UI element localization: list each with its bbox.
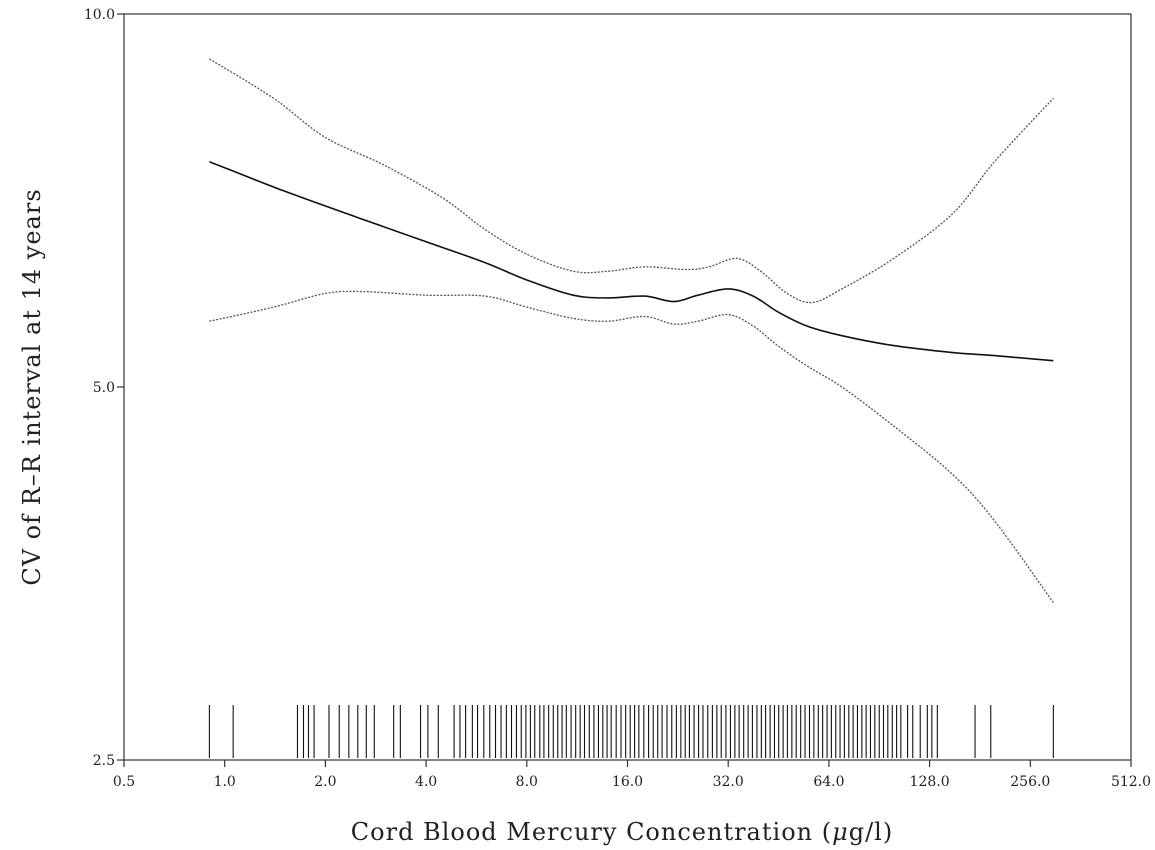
- x-tick-label: 16.0: [612, 774, 643, 790]
- series-lines: [209, 59, 1053, 603]
- x-tick-label: 2.0: [314, 774, 336, 790]
- x-tick-label: 8.0: [516, 774, 538, 790]
- rug-plot: [209, 705, 1053, 758]
- x-axis-title: Cord Blood Mercury Concentration (μg/l): [351, 818, 893, 846]
- y-tick-label: 10.0: [84, 7, 115, 23]
- y-axis-title: CV of R–R interval at 14 years: [18, 188, 46, 585]
- y-tick-label: 5.0: [93, 380, 115, 396]
- x-axis-title-prefix: Cord Blood Mercury Concentration (: [351, 818, 832, 846]
- x-tick-label: 64.0: [813, 774, 844, 790]
- x-tick-label: 128.0: [910, 774, 950, 790]
- series-estimate-line: [209, 162, 1053, 361]
- x-tick-label: 4.0: [415, 774, 437, 790]
- x-axis-ticks: 0.5 1.0 2.0 4.0 8.0 16.0 32.0 64.0 128.0 256.0 512…: [113, 760, 1151, 790]
- x-axis-title-suffix: g/l): [849, 818, 894, 846]
- series-lower-line: [209, 291, 1053, 602]
- plot-frame: [124, 14, 1131, 760]
- y-axis-ticks: 2.5 5.0 10.0: [84, 7, 124, 769]
- x-tick-label: 256.0: [1010, 774, 1050, 790]
- series-upper-line: [209, 59, 1053, 303]
- x-tick-label: 1.0: [214, 774, 236, 790]
- x-tick-label: 0.5: [113, 774, 135, 790]
- x-tick-label: 32.0: [713, 774, 744, 790]
- y-tick-label: 2.5: [93, 753, 115, 769]
- x-tick-label: 512.0: [1111, 774, 1151, 790]
- x-axis-title-mu: μ: [832, 818, 849, 846]
